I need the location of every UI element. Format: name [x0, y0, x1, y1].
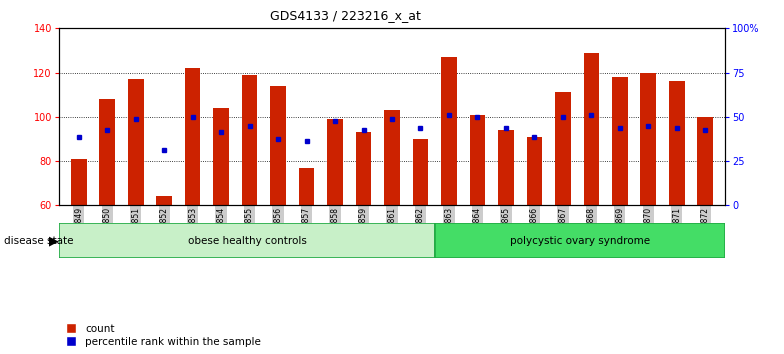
- Bar: [612, 77, 628, 205]
- Text: GDS4133 / 223216_x_at: GDS4133 / 223216_x_at: [270, 9, 420, 22]
- Bar: [498, 130, 514, 205]
- Bar: [441, 57, 457, 205]
- Bar: [156, 196, 172, 205]
- Bar: [412, 139, 428, 205]
- Text: polycystic ovary syndrome: polycystic ovary syndrome: [510, 236, 651, 246]
- Bar: [299, 168, 314, 205]
- Bar: [100, 99, 115, 205]
- FancyBboxPatch shape: [59, 223, 435, 258]
- Bar: [241, 75, 257, 205]
- Bar: [583, 53, 599, 205]
- Bar: [356, 132, 372, 205]
- Bar: [669, 81, 684, 205]
- Bar: [270, 86, 286, 205]
- FancyBboxPatch shape: [435, 223, 725, 258]
- Bar: [327, 119, 343, 205]
- Text: obese healthy controls: obese healthy controls: [187, 236, 307, 246]
- Text: disease state: disease state: [4, 236, 74, 246]
- Legend: count, percentile rank within the sample: count, percentile rank within the sample: [60, 324, 261, 347]
- Bar: [555, 92, 571, 205]
- Bar: [384, 110, 400, 205]
- Bar: [185, 68, 201, 205]
- Bar: [641, 73, 656, 205]
- Bar: [71, 159, 86, 205]
- Bar: [213, 108, 229, 205]
- Bar: [527, 137, 543, 205]
- Bar: [128, 79, 143, 205]
- Bar: [698, 117, 713, 205]
- Bar: [470, 115, 485, 205]
- Text: ▶: ▶: [49, 234, 58, 247]
